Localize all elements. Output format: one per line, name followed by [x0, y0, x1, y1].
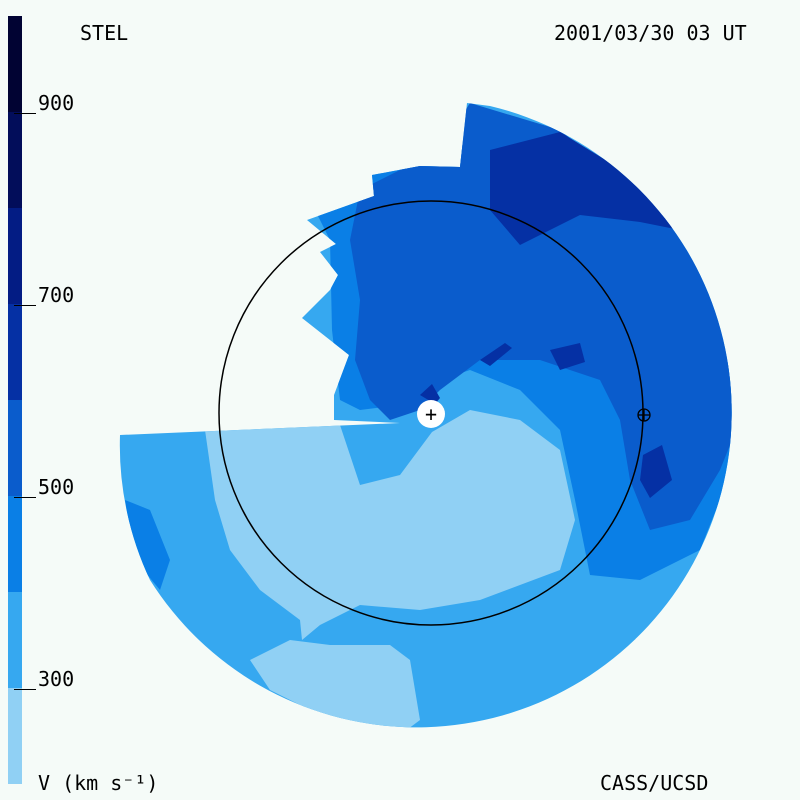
- sun-disc: [417, 400, 445, 428]
- colorbar-tick: [14, 689, 36, 690]
- contour-600-700-mid: [550, 343, 585, 370]
- earth-orbit-circle: [218, 200, 644, 626]
- colorbar-segment: [8, 688, 22, 784]
- colorbar-segment: [8, 496, 22, 592]
- instrument-label: STEL: [80, 21, 129, 45]
- contour-600-700-east: [640, 445, 672, 498]
- colorbar-segment: [8, 16, 22, 112]
- contour-600-700-center: [420, 384, 440, 404]
- colorbar-tick-label: 700: [38, 283, 75, 307]
- contour-600-700-spot: [480, 343, 512, 366]
- velocity-colorbar: 900 700 500 300: [8, 16, 74, 784]
- colorbar-tick: [14, 305, 36, 306]
- colorbar-tick-label: 300: [38, 667, 75, 691]
- contour-200-300-south: [250, 640, 420, 728]
- colorbar-segment: [8, 208, 22, 304]
- contour-200-300: [205, 410, 575, 640]
- contour-400-500-left: [125, 500, 170, 590]
- sun-marker: +: [425, 402, 437, 426]
- contour-600-700-north: [490, 132, 690, 245]
- colorbar-segment: [8, 592, 22, 688]
- colorbar-segment: [8, 400, 22, 496]
- colorbar-tick-label: 900: [38, 91, 75, 115]
- colorbar-tick: [14, 113, 36, 114]
- colorbar-segment: [8, 112, 22, 208]
- timestamp-label: 2001/03/30 03 UT: [554, 21, 747, 45]
- colorbar-segment: [8, 304, 22, 400]
- credit-label: CASS/UCSD: [600, 771, 709, 795]
- colorbar-tick: [14, 497, 36, 498]
- velocity-units-label: V (km s⁻¹): [38, 771, 159, 795]
- colorbar-tick-label: 500: [38, 475, 75, 499]
